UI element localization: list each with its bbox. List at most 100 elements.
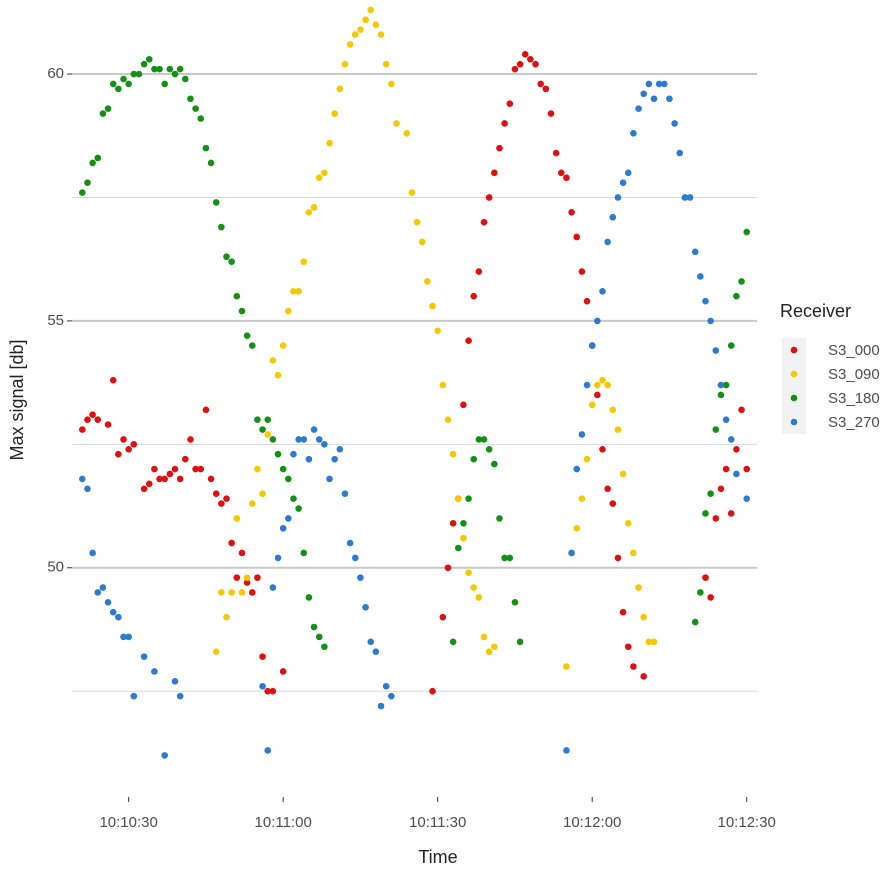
y-tick-label: 60 [47,65,64,82]
point [269,436,277,443]
point [460,520,467,527]
point [671,120,678,127]
point [94,416,102,423]
point [449,450,457,458]
point [609,500,617,507]
point [666,95,673,103]
point [300,436,308,443]
point [697,273,704,280]
point [145,480,153,488]
point [207,475,215,483]
point [305,455,313,463]
x-tick-label: 10:11:30 [409,814,466,831]
point [285,515,292,522]
point [722,465,730,473]
point [491,169,498,177]
point [727,436,735,443]
point [109,376,117,384]
point [501,554,508,562]
point [738,278,745,285]
point [84,485,91,493]
point [583,381,591,389]
point [630,130,637,137]
point [285,307,292,315]
point [691,248,699,256]
point [465,495,472,502]
point [279,668,287,675]
point [537,80,544,88]
point [547,110,555,117]
point [94,589,102,596]
point [228,258,235,265]
point [377,31,385,38]
point [614,426,622,433]
point [295,505,302,512]
point [480,436,488,443]
point [630,663,637,670]
point [722,416,730,423]
point [604,485,611,493]
point [166,65,174,73]
point [151,668,158,675]
point [640,673,647,680]
point [218,500,225,507]
point [614,194,622,201]
point [212,199,220,206]
point [305,594,313,601]
point [485,194,493,201]
point [269,357,277,364]
point [727,342,735,349]
point [403,130,411,137]
point [274,554,282,562]
point [187,95,194,103]
point [578,431,586,438]
legend-label: S3_000 [828,342,880,359]
point [120,436,127,443]
point [599,445,606,453]
point [388,80,395,88]
point [130,692,138,700]
point [722,381,730,389]
point [99,110,107,117]
point [264,687,272,695]
y-axis-title: Max signal [db] [7,339,27,460]
point [511,599,519,606]
point [192,105,199,112]
x-tick-label: 10:11:00 [255,814,312,831]
point [624,520,632,527]
point [367,638,375,646]
point [341,60,349,68]
point [568,549,575,557]
point [645,638,653,646]
point [465,337,472,344]
point [248,589,256,596]
point [84,416,91,423]
point [269,687,277,695]
point [707,317,714,325]
point [79,426,86,433]
point [269,584,277,591]
point [310,426,318,433]
point [315,633,323,641]
point [372,648,380,655]
point [552,149,560,157]
point [609,406,617,414]
point [321,643,328,651]
point [702,510,709,517]
point [594,317,601,325]
point [434,327,441,335]
point [161,80,169,88]
point [248,500,256,507]
point [660,80,668,88]
point [650,638,658,646]
point [521,51,529,58]
point [166,470,174,478]
legend-symbol [790,346,798,354]
point [485,445,493,453]
point [362,603,369,611]
point [357,574,364,581]
point [681,194,689,201]
point [573,465,581,473]
point [218,589,225,596]
point [439,381,447,389]
